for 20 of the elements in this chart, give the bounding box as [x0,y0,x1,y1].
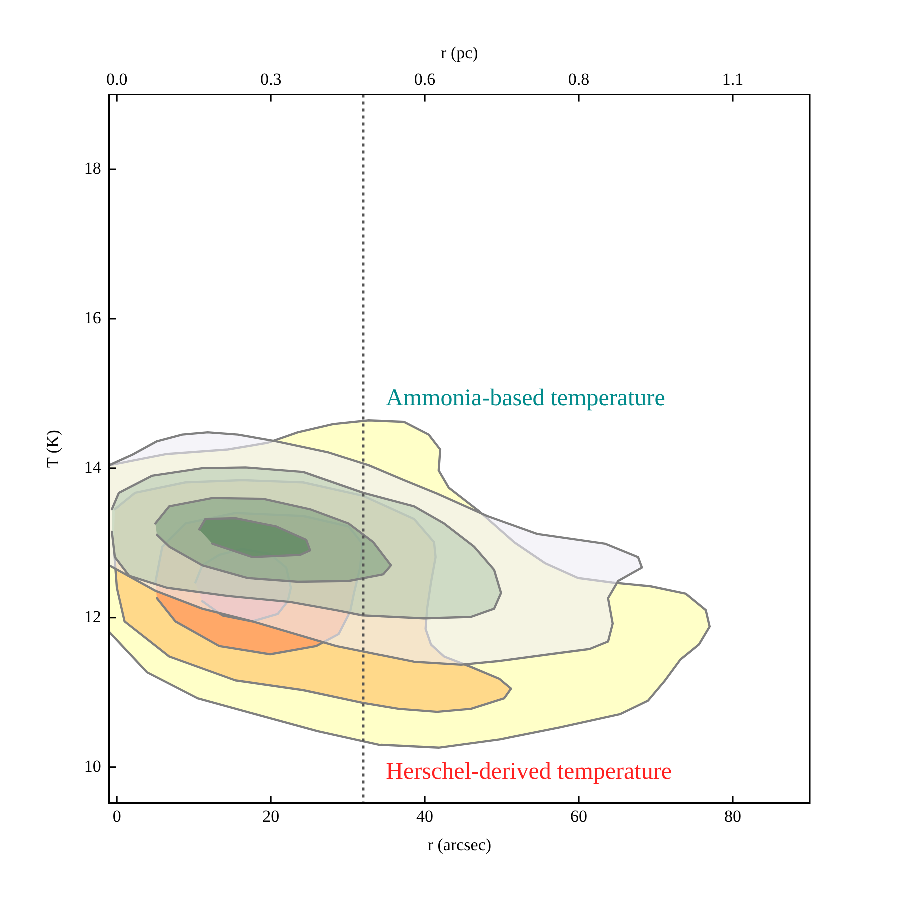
y-tick-label: 18 [84,158,102,178]
annotation: Herschel-derived temperature [386,759,672,786]
x2-tick-label: 0.0 [106,70,128,90]
x2-tick-label: 0.6 [414,70,436,90]
x2-tick-label: 1.1 [722,70,744,90]
y-axis-title: T (K) [44,430,63,468]
y-tick-label: 16 [84,308,102,328]
x-tick-label: 20 [262,806,280,826]
annotation: Ammonia-based temperature [386,386,666,412]
y-tick-label: 12 [84,607,102,626]
x-tick-label: 80 [724,806,742,826]
x-tick-label: 40 [416,806,434,826]
y-tick-label: 14 [84,458,102,477]
y-tick-label: 10 [84,756,102,776]
x2-tick-label: 0.8 [568,70,590,90]
x2-axis-title: r (pc) [441,44,478,63]
x-axis-title: r (arcsec) [428,835,492,854]
x-tick-label: 60 [570,806,588,826]
x-tick-label: 0 [112,806,122,826]
x2-tick-label: 0.3 [260,70,282,90]
